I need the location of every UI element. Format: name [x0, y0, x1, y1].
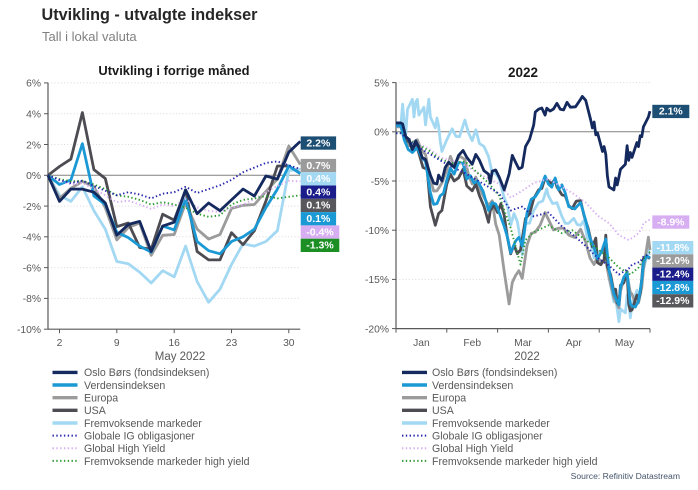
svg-text:-11.8%: -11.8%	[656, 242, 689, 254]
svg-text:Europa: Europa	[84, 393, 118, 405]
svg-text:Europa: Europa	[432, 393, 466, 405]
svg-text:USA: USA	[84, 405, 107, 417]
svg-text:Oslo Børs (fondsindeksen): Oslo Børs (fondsindeksen)	[432, 367, 557, 379]
svg-text:0.1%: 0.1%	[306, 200, 331, 212]
svg-text:16: 16	[168, 338, 180, 349]
svg-text:23: 23	[226, 338, 238, 349]
svg-text:Oslo Børs (fondsindeksen): Oslo Børs (fondsindeksen)	[84, 367, 209, 379]
svg-text:-8%: -8%	[23, 294, 41, 305]
svg-text:0%: 0%	[374, 128, 389, 139]
svg-text:2.2%: 2.2%	[306, 137, 331, 149]
svg-text:Utvikling - utvalgte indekser: Utvikling - utvalgte indekser	[42, 6, 259, 24]
svg-text:4%: 4%	[26, 110, 41, 121]
svg-text:Jan: Jan	[413, 338, 430, 349]
svg-text:Global High Yield: Global High Yield	[84, 443, 165, 455]
svg-text:Fremvoksende markeder high yie: Fremvoksende markeder high yield	[432, 456, 598, 468]
svg-text:-12.8%: -12.8%	[656, 282, 690, 294]
svg-text:Utvikling i forrige måned: Utvikling i forrige måned	[98, 63, 249, 78]
svg-text:USA: USA	[432, 405, 455, 417]
svg-text:2022: 2022	[514, 351, 540, 363]
svg-text:May: May	[615, 338, 635, 349]
svg-text:-5%: -5%	[371, 177, 389, 188]
svg-text:Feb: Feb	[463, 338, 481, 349]
svg-text:2022: 2022	[508, 65, 538, 80]
svg-text:-8.9%: -8.9%	[657, 216, 685, 228]
svg-text:0.7%: 0.7%	[306, 160, 331, 172]
svg-text:30: 30	[283, 338, 295, 349]
svg-text:-12.4%: -12.4%	[656, 269, 690, 281]
svg-text:Source: Refinitiv Datastream: Source: Refinitiv Datastream	[571, 471, 680, 481]
svg-text:-12.0%: -12.0%	[656, 255, 690, 267]
svg-text:-6%: -6%	[23, 263, 41, 274]
svg-text:-0.4%: -0.4%	[306, 226, 334, 238]
svg-text:-12.9%: -12.9%	[656, 295, 690, 307]
svg-text:May 2022: May 2022	[155, 351, 206, 363]
svg-text:Fremvoksende markeder: Fremvoksende markeder	[84, 418, 202, 430]
svg-text:-20%: -20%	[365, 324, 389, 335]
svg-text:5%: 5%	[374, 78, 389, 89]
svg-text:0.4%: 0.4%	[306, 173, 331, 185]
svg-text:-15%: -15%	[365, 275, 389, 286]
svg-text:2: 2	[57, 338, 63, 349]
svg-text:0.1%: 0.1%	[306, 213, 331, 225]
svg-text:2%: 2%	[26, 140, 41, 151]
svg-text:6%: 6%	[26, 79, 41, 90]
svg-text:Apr: Apr	[566, 338, 583, 349]
svg-text:9: 9	[114, 338, 120, 349]
svg-text:Verdensindeksen: Verdensindeksen	[432, 380, 513, 392]
svg-text:-10%: -10%	[365, 226, 389, 237]
svg-text:0%: 0%	[26, 171, 41, 182]
svg-text:Mar: Mar	[514, 338, 532, 349]
svg-text:Globale IG obligasjoner: Globale IG obligasjoner	[432, 430, 543, 442]
svg-text:-2%: -2%	[23, 202, 41, 213]
svg-text:Globale IG obligasjoner: Globale IG obligasjoner	[84, 430, 195, 442]
svg-text:Verdensindeksen: Verdensindeksen	[84, 380, 165, 392]
svg-text:2.1%: 2.1%	[659, 106, 684, 118]
svg-text:Fremvoksende markeder: Fremvoksende markeder	[432, 418, 550, 430]
svg-text:0.4%: 0.4%	[306, 186, 331, 198]
svg-text:Fremvoksende markeder high yie: Fremvoksende markeder high yield	[84, 456, 250, 468]
svg-text:Tall i lokal valuta: Tall i lokal valuta	[42, 29, 137, 44]
svg-text:-10%: -10%	[17, 325, 41, 336]
svg-text:-1.3%: -1.3%	[306, 240, 334, 252]
svg-text:-4%: -4%	[23, 233, 41, 244]
svg-text:Global High Yield: Global High Yield	[432, 443, 513, 455]
